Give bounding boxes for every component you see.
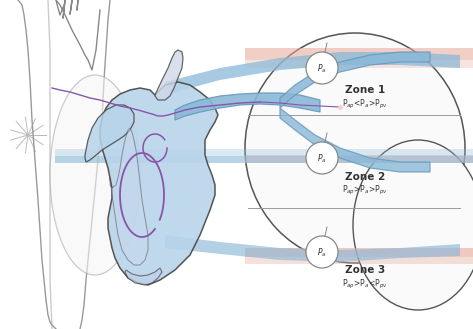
Circle shape	[306, 236, 338, 268]
Polygon shape	[155, 50, 183, 100]
Text: Zone 2: Zone 2	[345, 172, 385, 182]
Polygon shape	[55, 149, 473, 156]
Text: $P_a$: $P_a$	[317, 247, 327, 259]
Polygon shape	[125, 268, 162, 285]
Text: Zone 3: Zone 3	[345, 265, 385, 275]
Text: Zone 1: Zone 1	[345, 85, 385, 95]
Polygon shape	[245, 248, 473, 257]
Polygon shape	[85, 105, 134, 162]
Polygon shape	[175, 93, 320, 120]
Circle shape	[306, 142, 338, 174]
Ellipse shape	[245, 33, 465, 263]
Polygon shape	[55, 156, 473, 163]
Polygon shape	[165, 235, 460, 262]
Ellipse shape	[50, 75, 140, 275]
Ellipse shape	[353, 140, 473, 310]
Circle shape	[306, 52, 338, 84]
Text: $P_a$: $P_a$	[317, 63, 327, 75]
Text: P$_{ap}$<P$_a$>P$_{pv}$: P$_{ap}$<P$_a$>P$_{pv}$	[342, 98, 388, 111]
Text: $P_a$: $P_a$	[317, 153, 327, 165]
Polygon shape	[280, 108, 430, 172]
Text: P$_{ap}$>P$_a$>P$_{pv}$: P$_{ap}$>P$_a$>P$_{pv}$	[342, 184, 388, 197]
Polygon shape	[245, 155, 473, 163]
Polygon shape	[245, 257, 473, 264]
Polygon shape	[245, 60, 473, 68]
Polygon shape	[165, 52, 460, 95]
Polygon shape	[110, 128, 148, 265]
Text: P$_{ap}$>P$_a$<P$_{pv}$: P$_{ap}$>P$_a$<P$_{pv}$	[342, 278, 388, 291]
Polygon shape	[100, 82, 218, 285]
Polygon shape	[245, 48, 473, 60]
Polygon shape	[280, 52, 430, 108]
